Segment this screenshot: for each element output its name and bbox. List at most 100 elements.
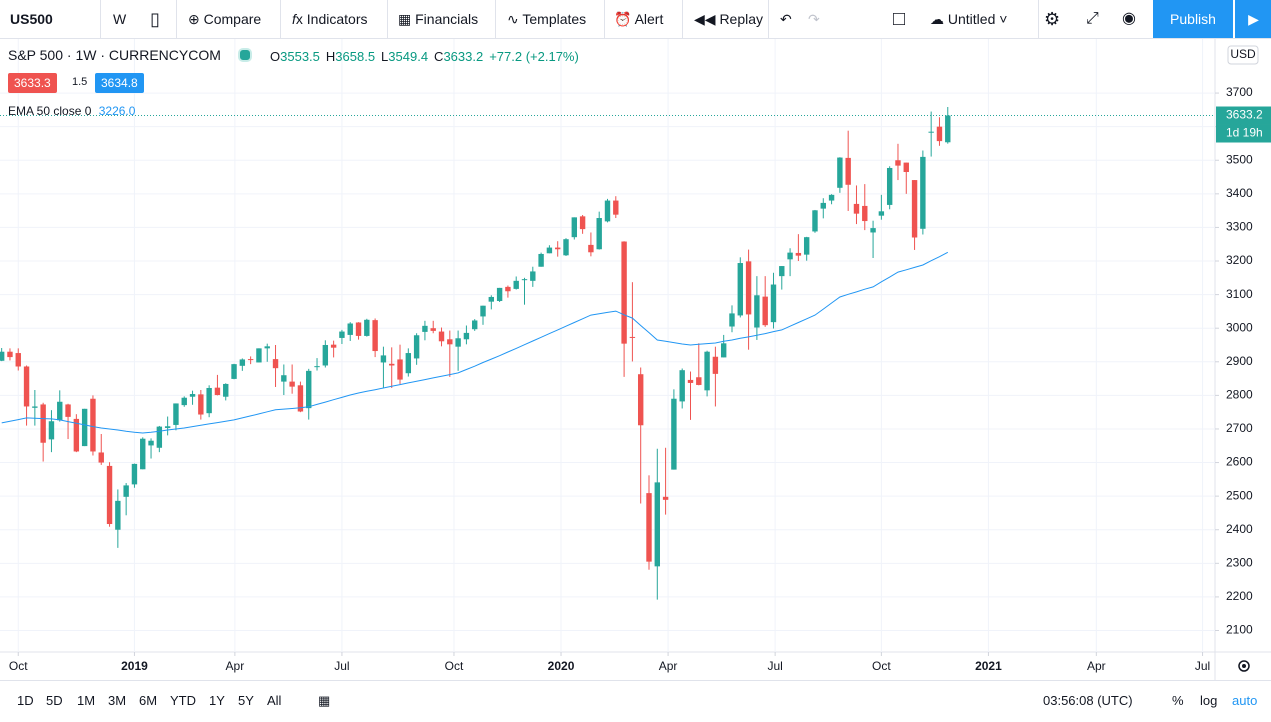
snapshot-button[interactable]: ◉ bbox=[1122, 10, 1136, 27]
symbol[interactable]: US500 bbox=[10, 11, 53, 27]
range-button[interactable]: 5Y bbox=[238, 693, 254, 708]
x-tick-label: Apr bbox=[659, 659, 678, 673]
auto-toggle[interactable]: auto bbox=[1232, 693, 1258, 708]
candle-body bbox=[588, 244, 594, 253]
candle-body bbox=[289, 381, 295, 387]
ohlc-label: C bbox=[434, 49, 444, 64]
label: Financials bbox=[415, 11, 479, 27]
candle-body bbox=[820, 202, 826, 209]
redo-button[interactable]: ↷ bbox=[808, 11, 820, 27]
financials-button[interactable]: ▦ Financials bbox=[398, 11, 479, 27]
interval[interactable]: W bbox=[113, 11, 127, 27]
x-tick-label: 2021 bbox=[975, 659, 1002, 673]
separator bbox=[495, 0, 496, 38]
candle-body bbox=[770, 284, 777, 323]
range-button[interactable]: 1Y bbox=[209, 693, 225, 708]
range-button[interactable]: YTD bbox=[170, 693, 196, 708]
alert-button[interactable]: ⏰ Alert bbox=[614, 11, 664, 27]
candle-body bbox=[330, 344, 337, 348]
candle-body bbox=[339, 331, 345, 338]
candle-body bbox=[920, 156, 926, 229]
indicators-button[interactable]: fx Indicators bbox=[292, 11, 368, 27]
publish-button[interactable]: Publish bbox=[1153, 0, 1233, 38]
candle-body bbox=[322, 344, 329, 366]
countdown-box bbox=[1216, 124, 1271, 143]
range-button[interactable]: All bbox=[267, 693, 282, 708]
separator bbox=[682, 0, 683, 38]
range-button[interactable]: 6M bbox=[139, 693, 158, 708]
candle-body bbox=[579, 216, 586, 230]
y-tick-label: 2400 bbox=[1226, 522, 1253, 536]
chart-type-icon[interactable]: ▯ bbox=[150, 9, 160, 29]
separator bbox=[280, 0, 281, 38]
y-tick-label: 3400 bbox=[1226, 186, 1253, 200]
y-tick-label: 2500 bbox=[1226, 488, 1253, 502]
candle-body bbox=[156, 426, 163, 448]
candle-body bbox=[306, 370, 312, 409]
candle-body bbox=[696, 377, 702, 385]
candle-body bbox=[65, 404, 71, 417]
candle-body bbox=[505, 286, 511, 292]
fullscreen-button[interactable]: ⤢ bbox=[1086, 10, 1099, 27]
candle-body bbox=[762, 296, 768, 326]
spread: 1.5 bbox=[72, 76, 88, 88]
candle-body bbox=[745, 261, 752, 315]
candle-body bbox=[671, 398, 677, 470]
axis-settings-icon[interactable] bbox=[1238, 660, 1250, 672]
ohlc-value: 3553.5 bbox=[280, 49, 320, 64]
candle-body bbox=[472, 320, 478, 330]
layout-icon[interactable]: □ bbox=[893, 8, 906, 30]
candle-body bbox=[779, 266, 785, 277]
x-tick-label: Oct bbox=[872, 659, 891, 673]
percent-toggle[interactable]: % bbox=[1172, 693, 1184, 708]
x-tick-label: 2020 bbox=[548, 659, 575, 673]
y-tick-label: 2300 bbox=[1226, 555, 1253, 569]
candle-body bbox=[231, 364, 237, 379]
candle-body bbox=[712, 356, 719, 374]
candle-body bbox=[380, 355, 387, 363]
log-toggle[interactable]: log bbox=[1200, 693, 1218, 708]
ohlc-value: 3549.4 bbox=[388, 49, 429, 64]
layout-name[interactable]: ☁ Untitled ˅ bbox=[930, 11, 1008, 27]
sell-price[interactable]: 3633.3 bbox=[8, 73, 57, 93]
candle-body bbox=[513, 280, 519, 289]
undo-button[interactable]: ↶ bbox=[780, 11, 792, 27]
templates-button[interactable]: ∿ Templates bbox=[507, 11, 587, 27]
currency-label: USD bbox=[1230, 47, 1256, 61]
settings-button[interactable]: ⚙ bbox=[1044, 9, 1061, 29]
candle-body bbox=[181, 397, 187, 406]
candle-body bbox=[886, 167, 893, 205]
candle-body bbox=[264, 346, 270, 349]
range-button[interactable]: 3M bbox=[108, 693, 127, 708]
candle-body bbox=[596, 218, 602, 250]
range-button[interactable]: 1D bbox=[17, 693, 34, 708]
range-button[interactable]: 5D bbox=[46, 693, 63, 708]
candle-body bbox=[256, 348, 262, 363]
clock: 03:56:08 (UTC) bbox=[1043, 693, 1133, 708]
candle-body bbox=[372, 320, 378, 352]
x-tick-label: Jul bbox=[767, 659, 782, 673]
candle-body bbox=[571, 217, 578, 238]
candle-body bbox=[555, 247, 561, 250]
candle-body bbox=[239, 359, 246, 366]
candle-body bbox=[73, 418, 80, 452]
candle-body bbox=[438, 331, 445, 342]
candle-body bbox=[98, 452, 104, 463]
range-button[interactable]: 1M bbox=[77, 693, 96, 708]
ohlc-label: O bbox=[270, 49, 281, 64]
candle-body bbox=[538, 253, 544, 267]
candle-body bbox=[787, 252, 793, 260]
play-button[interactable]: ▶ bbox=[1234, 0, 1271, 38]
replay-button[interactable]: ◀◀ Replay bbox=[694, 11, 764, 27]
candle-body bbox=[828, 194, 835, 201]
date-range-icon[interactable]: ▦ bbox=[318, 693, 331, 708]
buy-price[interactable]: 3634.8 bbox=[95, 73, 144, 93]
candle-body bbox=[662, 496, 669, 500]
candle-body bbox=[123, 485, 129, 497]
candle-body bbox=[530, 271, 536, 281]
candle-body bbox=[480, 305, 486, 317]
candle-body bbox=[57, 401, 63, 421]
top-toolbar: US500 W ▯ ⊕ Compare fx Indicators ▦ Fina… bbox=[0, 0, 1271, 39]
compare-button[interactable]: ⊕ Compare bbox=[188, 11, 262, 27]
candle-body bbox=[347, 323, 353, 335]
